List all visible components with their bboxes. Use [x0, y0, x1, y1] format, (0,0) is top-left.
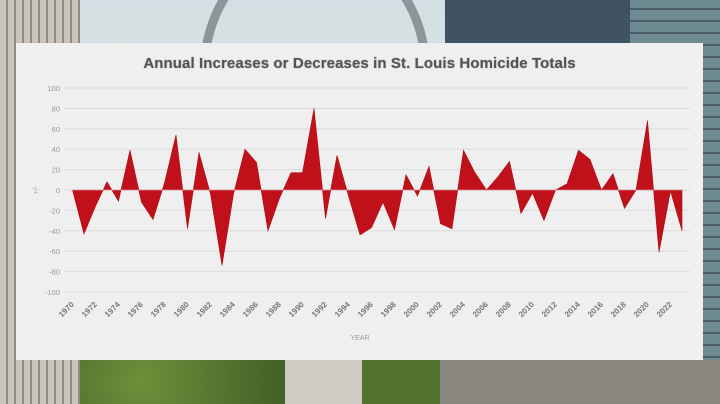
x-tick-label: 2018: [609, 300, 628, 319]
x-tick-label: 1994: [333, 300, 352, 319]
x-tick-label: 1978: [149, 300, 168, 319]
chart-panel: Annual Increases or Decreases in St. Lou…: [16, 43, 703, 360]
data-area: [72, 108, 683, 266]
x-tick-label: 2004: [448, 300, 467, 319]
x-tick-label: 1996: [356, 300, 375, 319]
x-tick-label: 1970: [57, 300, 76, 319]
x-tick-label: 1988: [264, 300, 283, 319]
x-tick-label: 1984: [218, 300, 237, 319]
street: [285, 360, 365, 404]
y-tick-label: 0: [56, 186, 60, 195]
x-tick-label: 1990: [287, 300, 306, 319]
x-tick-label: 2012: [540, 300, 559, 319]
x-tick-label: 2000: [402, 300, 421, 319]
trees-right: [362, 360, 442, 404]
x-tick-label: 1972: [80, 300, 99, 319]
x-tick-label: 2020: [632, 300, 651, 319]
x-tick-label: 2008: [494, 300, 513, 319]
x-tick-label: 2016: [586, 300, 605, 319]
building-bottom: [440, 360, 720, 404]
y-tick-label: 80: [52, 104, 60, 113]
x-tick-label: 1980: [172, 300, 191, 319]
y-tick-label: -100: [45, 288, 60, 297]
x-axis-label: YEAR: [350, 335, 369, 342]
y-tick-label: -40: [49, 227, 60, 236]
y-tick-label: -20: [49, 206, 60, 215]
x-tick-label: 2022: [655, 300, 674, 319]
x-tick-label: 1982: [195, 300, 214, 319]
y-tick-label: -60: [49, 247, 60, 256]
y-axis-label: +/-: [33, 185, 40, 194]
chart-title: Annual Increases or Decreases in St. Lou…: [143, 55, 576, 72]
y-tick-label: -80: [49, 268, 60, 277]
x-tick-label: 2002: [425, 300, 444, 319]
x-tick-label: 2006: [471, 300, 490, 319]
y-tick-label: 100: [47, 84, 60, 93]
x-tick-label: 2014: [563, 300, 582, 319]
trees: [80, 360, 290, 404]
y-tick-label: 60: [52, 125, 60, 134]
x-tick-label: 2010: [517, 300, 536, 319]
y-tick-label: 20: [52, 166, 60, 175]
x-tick-label: 1976: [126, 300, 145, 319]
x-tick-label: 1998: [379, 300, 398, 319]
x-tick-label: 1974: [103, 300, 122, 319]
x-tick-label: 1992: [310, 300, 329, 319]
y-tick-label: 40: [52, 145, 60, 154]
x-tick-label: 1986: [241, 300, 260, 319]
